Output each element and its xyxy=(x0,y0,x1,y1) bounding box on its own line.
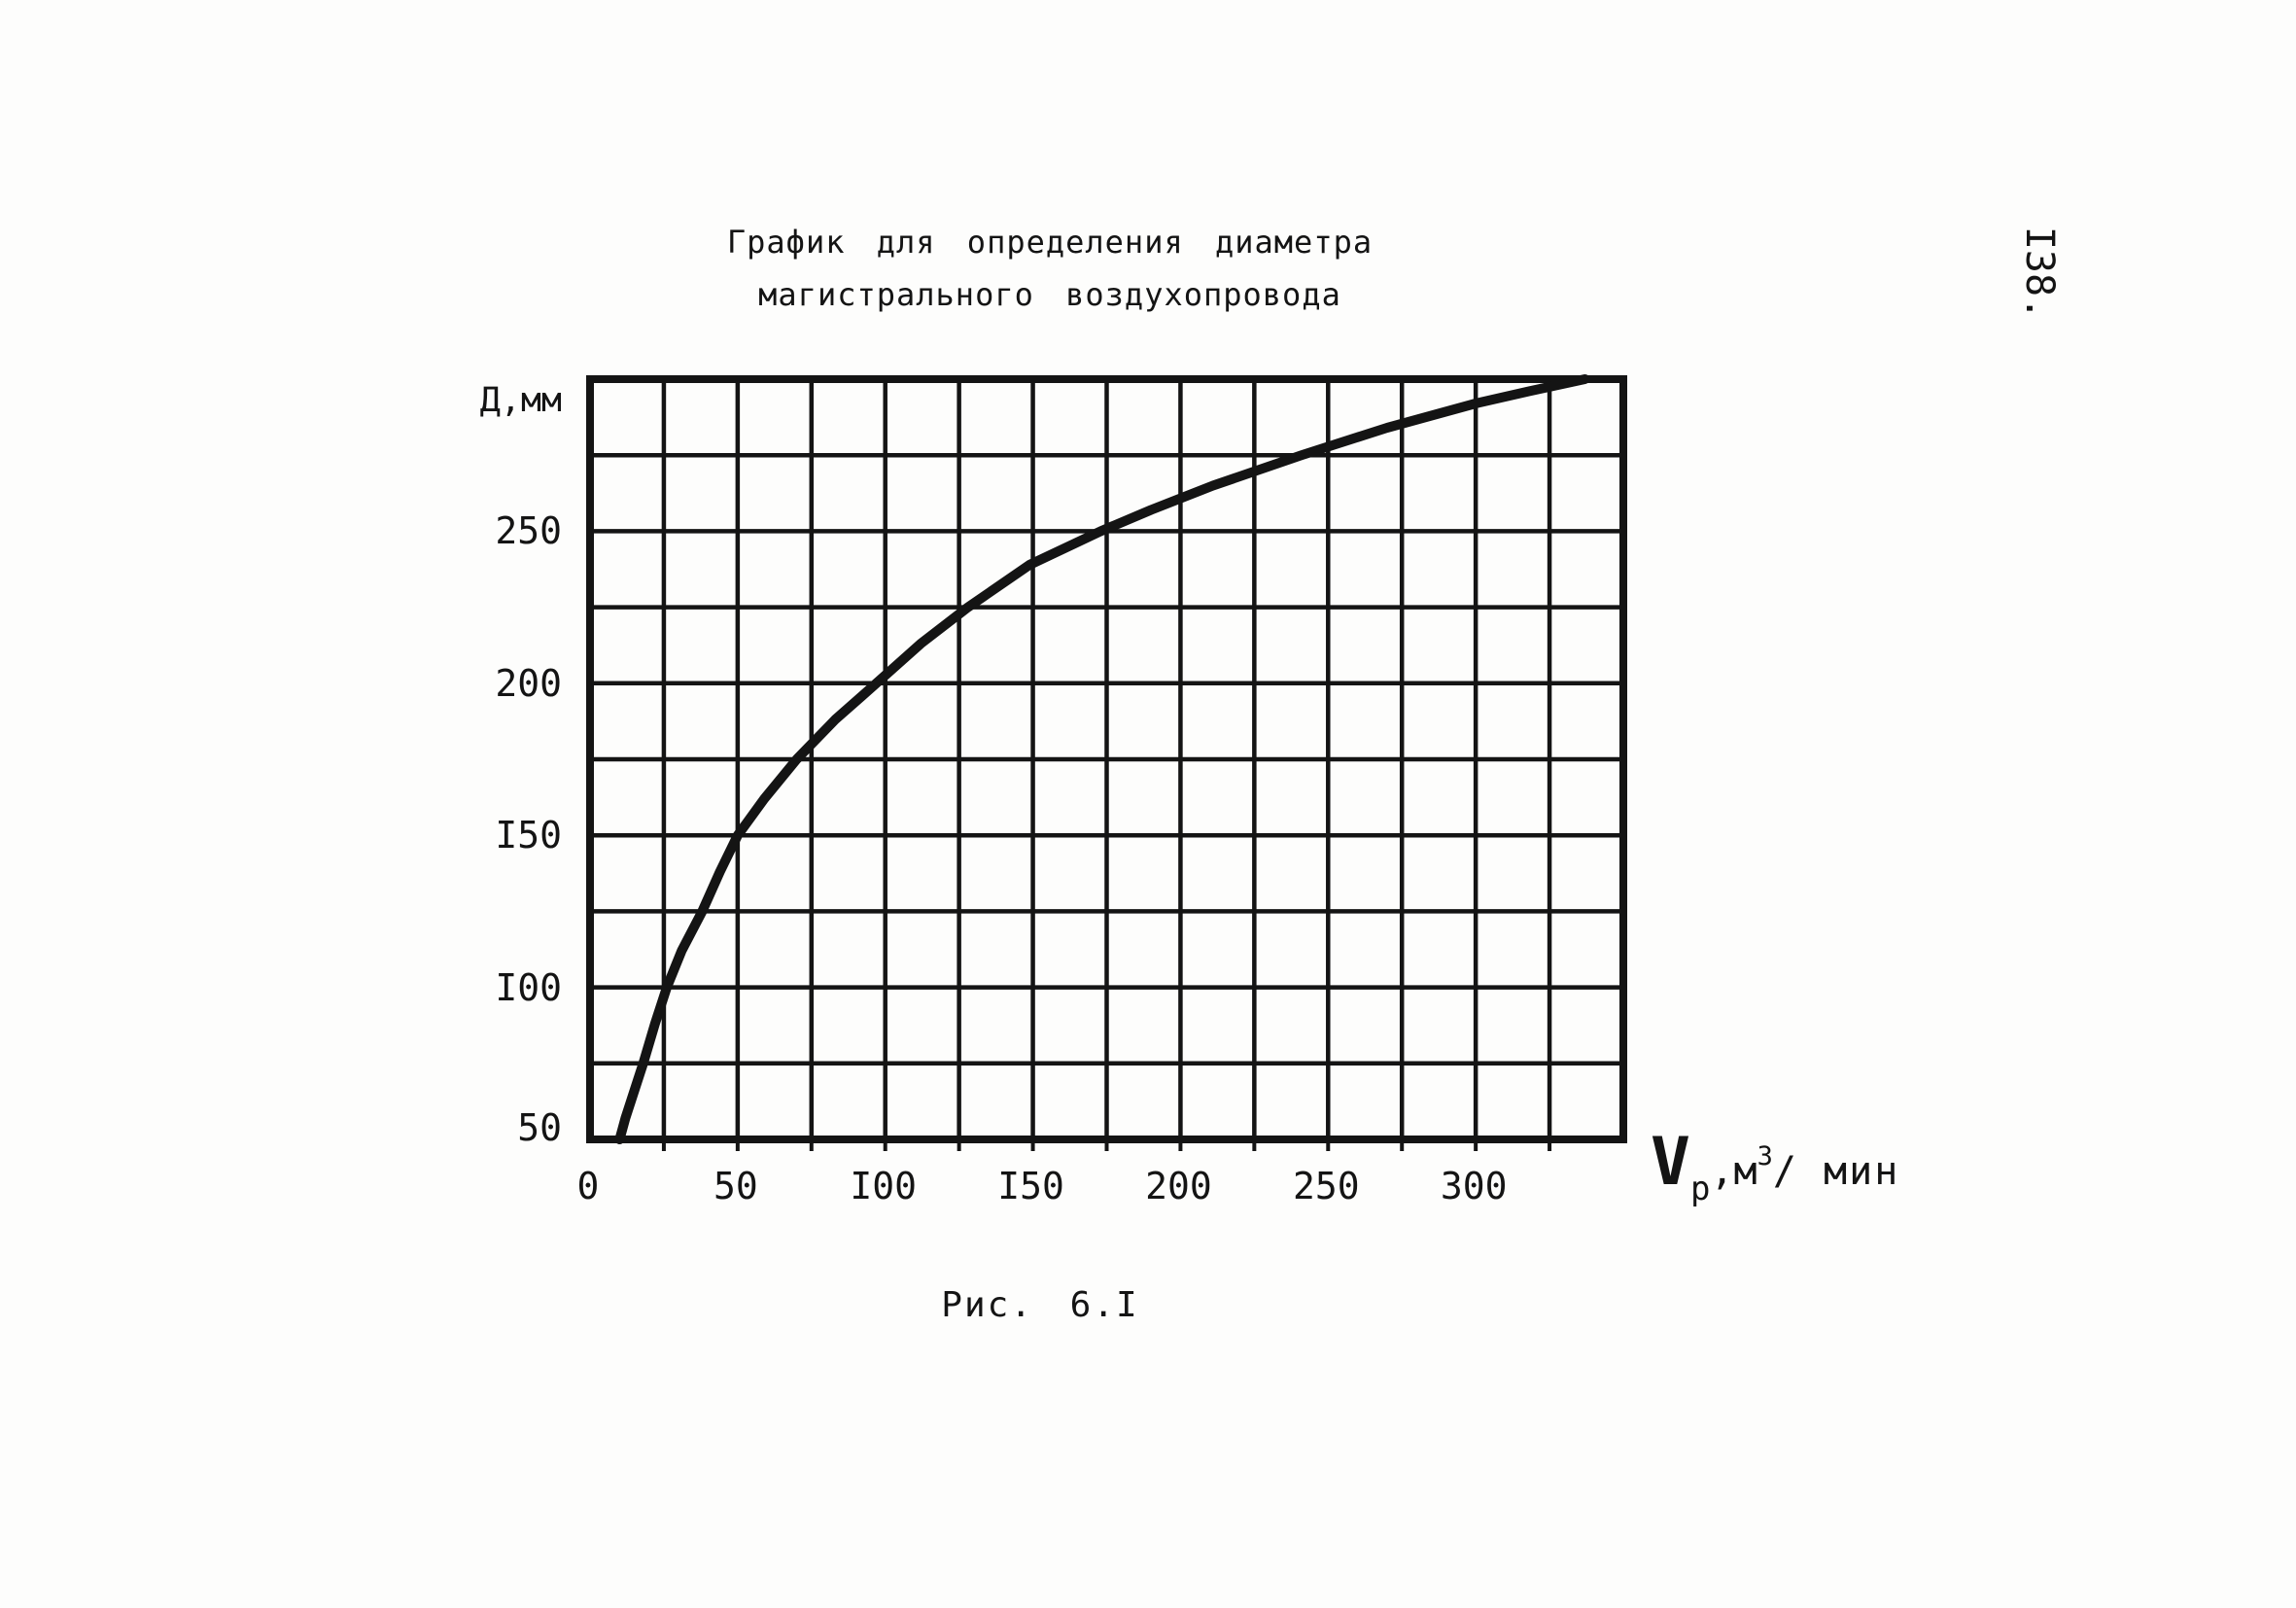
y-tick-label: I50 xyxy=(495,814,562,857)
page-number: I38. xyxy=(2017,226,2062,321)
y-tick-label: I00 xyxy=(495,965,562,1009)
x-axis-title: Vp,м3/ мин xyxy=(1651,1124,1899,1208)
chart-title: График для определения диаметра магистра… xyxy=(622,216,1478,321)
chart-title-line2: магистрального воздухопровода xyxy=(758,276,1341,313)
x-axis-title-subscript: p xyxy=(1689,1170,1711,1208)
x-tick-label: I50 xyxy=(997,1165,1064,1207)
y-axis-label: Д,мм xyxy=(479,381,562,420)
x-axis-title-unit-pre: ,м xyxy=(1710,1149,1757,1194)
x-tick-label: 50 xyxy=(713,1165,758,1207)
x-tick-label: 300 xyxy=(1440,1165,1508,1207)
x-tick-label: 200 xyxy=(1145,1165,1212,1207)
y-tick-label: 200 xyxy=(495,661,562,705)
x-axis-title-symbol: V xyxy=(1651,1124,1690,1201)
y-tick-label: 250 xyxy=(495,509,562,553)
figure-caption: Рис. 6.I xyxy=(941,1285,1139,1325)
chart-title-line1: График для определения диаметра xyxy=(726,224,1374,261)
plot-border xyxy=(586,375,1627,1143)
y-tick-label: 50 xyxy=(517,1106,562,1149)
x-tick-label: 0 xyxy=(576,1165,600,1207)
x-tick-label: 250 xyxy=(1292,1165,1360,1207)
x-axis-title-unit: / мин xyxy=(1772,1149,1900,1194)
data-curve xyxy=(614,374,1590,1144)
x-tick-label: I00 xyxy=(850,1165,918,1207)
x-axis-title-exponent: 3 xyxy=(1757,1141,1773,1171)
